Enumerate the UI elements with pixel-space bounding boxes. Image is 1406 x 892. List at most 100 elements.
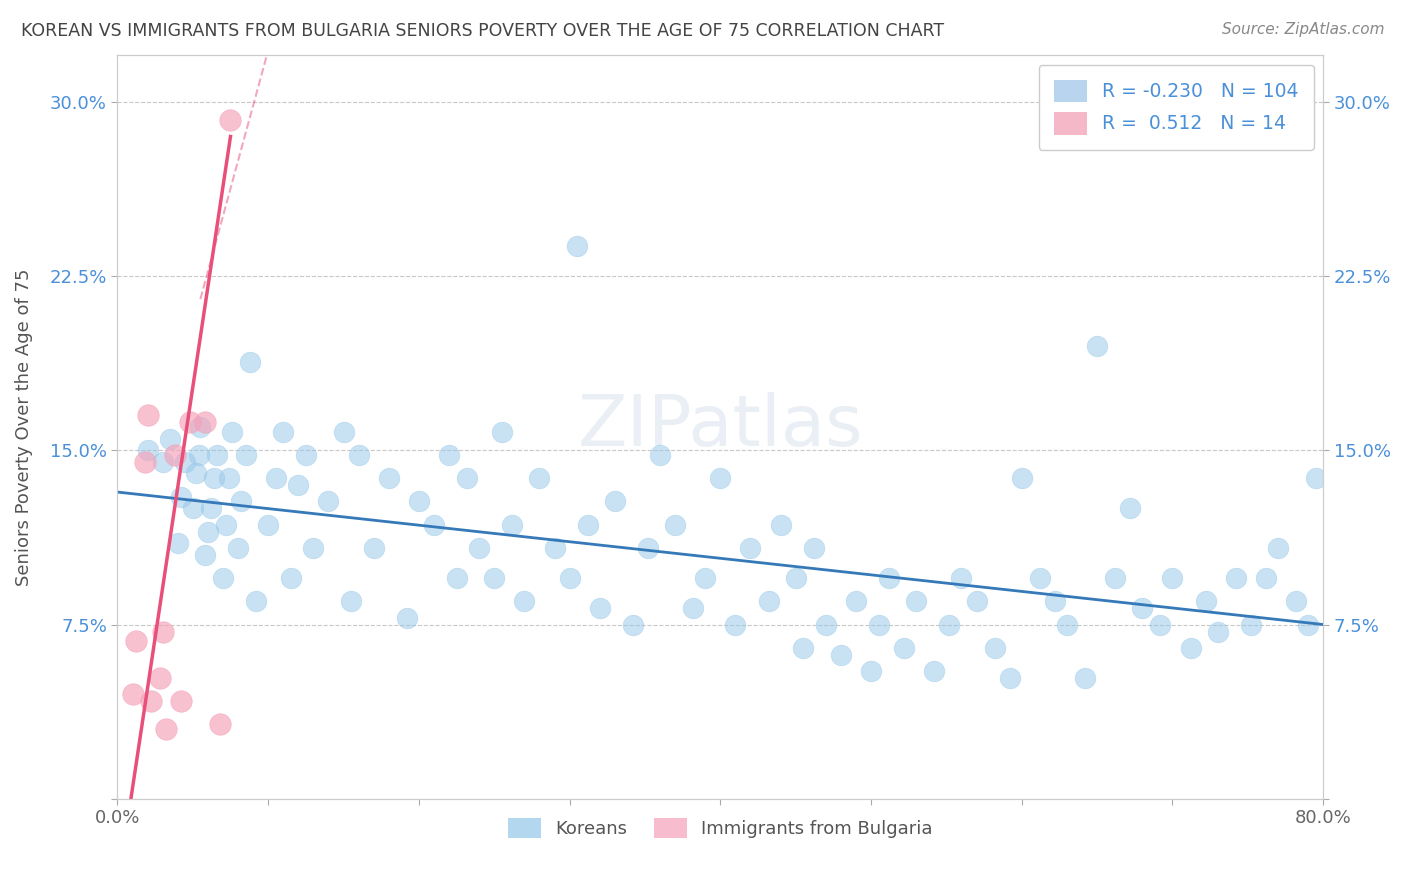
Point bbox=[134, 455, 156, 469]
Point bbox=[1043, 594, 1066, 608]
Point bbox=[576, 517, 599, 532]
Point bbox=[1029, 571, 1052, 585]
Point bbox=[637, 541, 659, 555]
Point bbox=[159, 432, 181, 446]
Point bbox=[1296, 617, 1319, 632]
Point bbox=[226, 541, 249, 555]
Point bbox=[1074, 671, 1097, 685]
Point bbox=[501, 517, 523, 532]
Point bbox=[621, 617, 644, 632]
Point bbox=[513, 594, 536, 608]
Point bbox=[758, 594, 780, 608]
Point bbox=[938, 617, 960, 632]
Point bbox=[998, 671, 1021, 685]
Point bbox=[332, 425, 354, 439]
Point bbox=[271, 425, 294, 439]
Point bbox=[648, 448, 671, 462]
Point bbox=[830, 648, 852, 662]
Point bbox=[212, 571, 235, 585]
Point bbox=[682, 601, 704, 615]
Point bbox=[181, 501, 204, 516]
Point bbox=[152, 624, 174, 639]
Point bbox=[174, 455, 197, 469]
Point bbox=[893, 640, 915, 655]
Point bbox=[408, 494, 430, 508]
Point bbox=[245, 594, 267, 608]
Point bbox=[363, 541, 385, 555]
Point bbox=[188, 420, 211, 434]
Point bbox=[709, 471, 731, 485]
Point bbox=[740, 541, 762, 555]
Point bbox=[215, 517, 238, 532]
Point bbox=[200, 501, 222, 516]
Point bbox=[287, 478, 309, 492]
Point bbox=[724, 617, 747, 632]
Point bbox=[950, 571, 973, 585]
Point bbox=[280, 571, 302, 585]
Point bbox=[1267, 541, 1289, 555]
Point bbox=[152, 455, 174, 469]
Point bbox=[456, 471, 478, 485]
Point bbox=[558, 571, 581, 585]
Point bbox=[229, 494, 252, 508]
Point bbox=[219, 113, 242, 128]
Point bbox=[1195, 594, 1218, 608]
Point bbox=[1240, 617, 1263, 632]
Point bbox=[1285, 594, 1308, 608]
Point bbox=[1011, 471, 1033, 485]
Point bbox=[264, 471, 287, 485]
Point bbox=[769, 517, 792, 532]
Point bbox=[1254, 571, 1277, 585]
Point bbox=[1225, 571, 1247, 585]
Point bbox=[446, 571, 468, 585]
Point bbox=[868, 617, 890, 632]
Point bbox=[589, 601, 612, 615]
Point bbox=[166, 536, 188, 550]
Point bbox=[218, 471, 240, 485]
Point bbox=[785, 571, 807, 585]
Point bbox=[983, 640, 1005, 655]
Point bbox=[1305, 471, 1327, 485]
Point bbox=[491, 425, 513, 439]
Point bbox=[565, 238, 588, 252]
Point bbox=[136, 409, 159, 423]
Point bbox=[208, 717, 231, 731]
Point bbox=[235, 448, 257, 462]
Point bbox=[1056, 617, 1078, 632]
Point bbox=[340, 594, 363, 608]
Point bbox=[221, 425, 243, 439]
Point bbox=[1161, 571, 1184, 585]
Point bbox=[792, 640, 814, 655]
Point bbox=[170, 694, 193, 708]
Point bbox=[468, 541, 491, 555]
Point bbox=[1130, 601, 1153, 615]
Point bbox=[1119, 501, 1142, 516]
Point bbox=[202, 471, 225, 485]
Point bbox=[543, 541, 565, 555]
Point bbox=[194, 415, 217, 429]
Point bbox=[1149, 617, 1171, 632]
Point bbox=[139, 694, 162, 708]
Point bbox=[924, 664, 946, 678]
Point bbox=[484, 571, 506, 585]
Point bbox=[149, 671, 172, 685]
Point bbox=[184, 467, 207, 481]
Point bbox=[814, 617, 837, 632]
Point bbox=[187, 448, 209, 462]
Point bbox=[121, 687, 143, 701]
Point bbox=[347, 448, 370, 462]
Point bbox=[860, 664, 883, 678]
Point bbox=[966, 594, 988, 608]
Point bbox=[695, 571, 717, 585]
Legend: Koreans, Immigrants from Bulgaria: Koreans, Immigrants from Bulgaria bbox=[501, 810, 939, 846]
Point bbox=[205, 448, 228, 462]
Point bbox=[1085, 338, 1108, 352]
Point bbox=[170, 490, 193, 504]
Point bbox=[529, 471, 551, 485]
Point bbox=[163, 448, 186, 462]
Point bbox=[803, 541, 825, 555]
Point bbox=[603, 494, 626, 508]
Point bbox=[664, 517, 686, 532]
Point bbox=[179, 415, 201, 429]
Point bbox=[423, 517, 446, 532]
